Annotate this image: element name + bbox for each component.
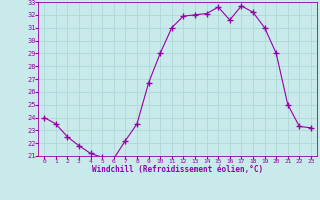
X-axis label: Windchill (Refroidissement éolien,°C): Windchill (Refroidissement éolien,°C) [92, 165, 263, 174]
